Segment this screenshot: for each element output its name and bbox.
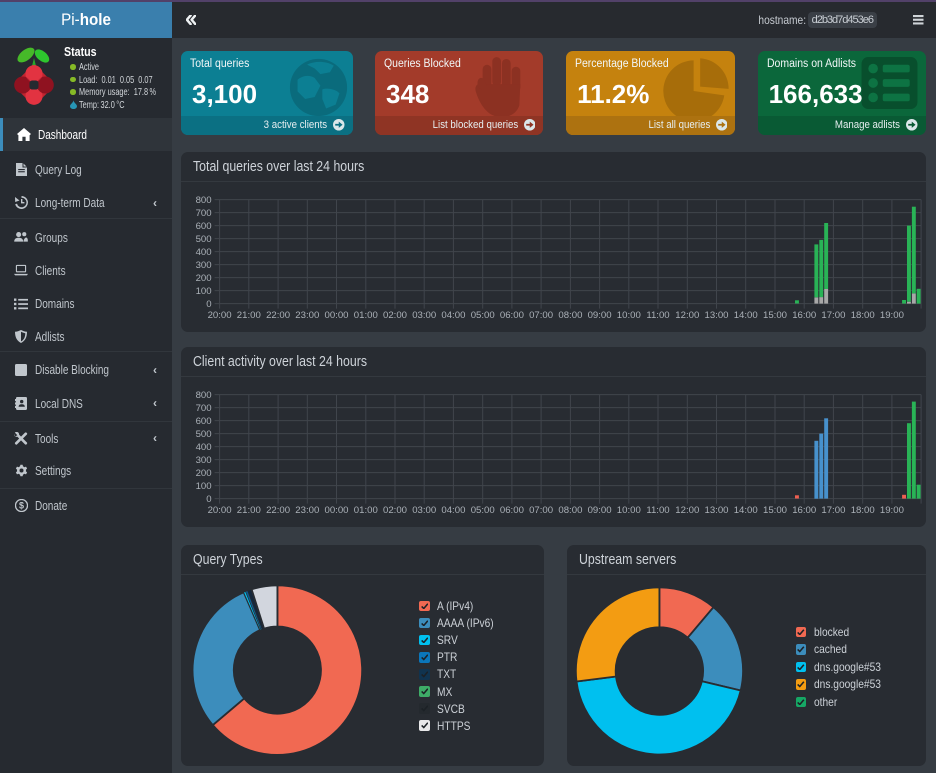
svg-text:14:00: 14:00 [734,310,758,321]
svg-text:03:00: 03:00 [412,310,436,321]
svg-text:17:00: 17:00 [821,505,845,516]
svg-text:05:00: 05:00 [471,505,495,516]
svg-text:0: 0 [206,494,211,505]
svg-text:22:00: 22:00 [266,505,290,516]
svg-text:09:00: 09:00 [588,505,612,516]
svg-text:20:00: 20:00 [208,505,232,516]
svg-text:02:00: 02:00 [383,505,407,516]
svg-text:200: 200 [196,273,212,284]
svg-text:15:00: 15:00 [763,505,787,516]
svg-text:100: 100 [196,481,212,492]
svg-text:08:00: 08:00 [558,310,582,321]
svg-text:$: $ [18,500,23,510]
svg-text:15:00: 15:00 [763,310,787,321]
svg-text:16:00: 16:00 [792,310,816,321]
svg-text:19:00: 19:00 [880,310,904,321]
svg-text:11:00: 11:00 [646,310,669,321]
svg-text:18:00: 18:00 [851,310,875,321]
svg-text:300: 300 [196,455,212,466]
svg-text:800: 800 [196,195,212,206]
svg-text:16:00: 16:00 [792,505,816,516]
svg-text:0: 0 [206,299,211,310]
svg-text:01:00: 01:00 [354,310,378,321]
svg-text:600: 600 [196,221,212,232]
svg-text:07:00: 07:00 [529,505,553,516]
svg-text:00:00: 00:00 [324,505,348,516]
svg-text:08:00: 08:00 [558,505,582,516]
svg-text:400: 400 [196,247,212,258]
svg-text:500: 500 [196,429,212,440]
svg-text:20:00: 20:00 [208,310,232,321]
svg-text:22:00: 22:00 [266,310,290,321]
svg-text:19:00: 19:00 [880,505,904,516]
svg-text:12:00: 12:00 [675,310,699,321]
svg-text:800: 800 [196,390,212,401]
svg-text:06:00: 06:00 [500,310,524,321]
svg-text:00:00: 00:00 [324,310,348,321]
svg-text:14:00: 14:00 [734,505,758,516]
svg-text:04:00: 04:00 [441,310,465,321]
svg-text:21:00: 21:00 [237,310,261,321]
svg-text:300: 300 [196,260,212,271]
svg-text:13:00: 13:00 [704,505,728,516]
svg-text:02:00: 02:00 [383,310,407,321]
svg-text:17:00: 17:00 [821,310,845,321]
svg-text:09:00: 09:00 [588,310,612,321]
svg-text:05:00: 05:00 [471,310,495,321]
svg-text:04:00: 04:00 [441,505,465,516]
svg-text:13:00: 13:00 [704,310,728,321]
svg-text:21:00: 21:00 [237,505,261,516]
svg-text:600: 600 [196,416,212,427]
svg-text:06:00: 06:00 [500,505,524,516]
svg-text:23:00: 23:00 [295,505,319,516]
svg-text:07:00: 07:00 [529,310,553,321]
svg-text:12:00: 12:00 [675,505,699,516]
svg-text:400: 400 [196,442,212,453]
svg-text:23:00: 23:00 [295,310,319,321]
svg-text:01:00: 01:00 [354,505,378,516]
svg-text:500: 500 [196,234,212,245]
svg-text:10:00: 10:00 [617,310,641,321]
svg-text:18:00: 18:00 [851,505,875,516]
svg-text:10:00: 10:00 [617,505,641,516]
svg-text:11:00: 11:00 [646,505,669,516]
svg-text:700: 700 [196,403,212,414]
svg-text:200: 200 [196,468,212,479]
svg-text:700: 700 [196,208,212,219]
svg-text:100: 100 [196,286,212,297]
svg-text:03:00: 03:00 [412,505,436,516]
